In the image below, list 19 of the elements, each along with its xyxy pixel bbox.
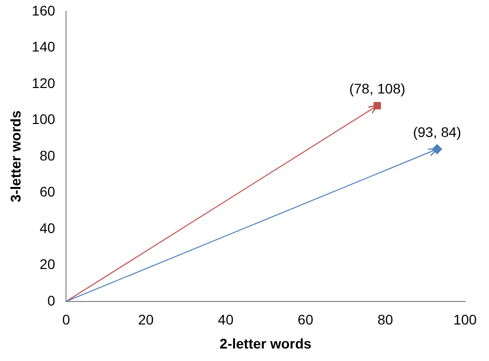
- y-tick-label: 60: [40, 184, 56, 200]
- y-tick-label: 100: [32, 111, 56, 128]
- y-tick-label: 40: [40, 220, 56, 236]
- annotation: (93, 84): [412, 124, 462, 140]
- x-tick-label: 80: [377, 312, 394, 328]
- y-tick-label: 0: [47, 292, 56, 308]
- y-tick-label: 120: [32, 74, 56, 91]
- y-tick-label: 140: [32, 38, 56, 55]
- x-axis-title: 2-letter words: [220, 335, 312, 352]
- x-tick-label: 100: [453, 312, 477, 328]
- x-tick-label: 60: [298, 312, 314, 328]
- x-tick-label: 20: [138, 312, 154, 328]
- annotation: (78, 108): [349, 80, 406, 97]
- y-tick-label: 80: [40, 147, 56, 164]
- y-axis-title: 3-letter words: [7, 110, 24, 202]
- x-tick-label: 0: [62, 312, 70, 328]
- y-tick-label: 20: [40, 256, 56, 272]
- y-tick-label: 160: [32, 2, 56, 18]
- x-tick-label: 40: [218, 312, 234, 328]
